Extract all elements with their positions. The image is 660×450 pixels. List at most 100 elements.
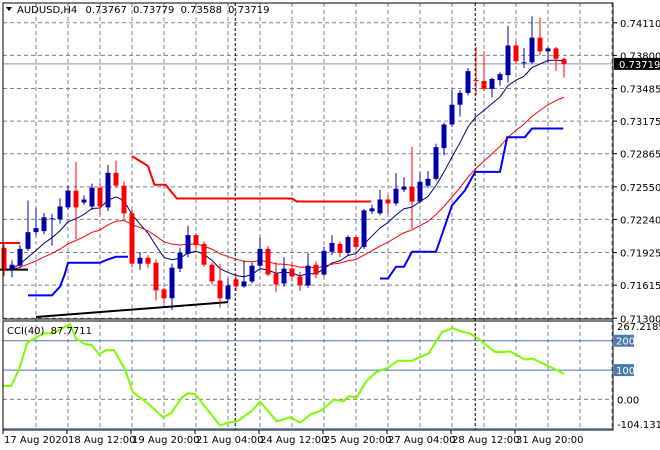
candle-body xyxy=(265,248,271,275)
cci-value: 87.7711 xyxy=(51,326,92,337)
open-value: 0.73767 xyxy=(85,5,126,16)
candle xyxy=(97,182,103,216)
candle xyxy=(41,213,47,235)
candle-body xyxy=(177,252,183,269)
candle-body xyxy=(209,264,215,282)
candle-body xyxy=(105,172,111,208)
candle-body xyxy=(385,199,391,204)
candle-body xyxy=(329,242,335,252)
candle xyxy=(513,41,519,64)
candle xyxy=(449,90,455,127)
time-label: 25 Aug 20:00 xyxy=(324,435,391,446)
close-value: 0.73719 xyxy=(228,5,269,16)
candle xyxy=(401,177,407,193)
candle-body xyxy=(73,190,79,208)
candle xyxy=(537,17,543,56)
candle xyxy=(225,278,231,302)
candle xyxy=(73,161,79,240)
candle-body xyxy=(425,178,431,186)
low-value: 0.73588 xyxy=(181,5,222,16)
time-label: 21 Aug 04:00 xyxy=(196,435,263,446)
candle xyxy=(193,233,199,249)
candle xyxy=(65,185,71,210)
candle-body xyxy=(41,217,47,232)
candle xyxy=(497,72,503,86)
price-label: 0.72240 xyxy=(620,215,660,226)
candle xyxy=(345,235,351,256)
cci-min-label: -104.1312 xyxy=(617,420,660,431)
candle xyxy=(137,252,143,270)
cci-level-box xyxy=(614,334,634,347)
candle xyxy=(561,57,567,78)
candle xyxy=(481,51,487,92)
candle-body xyxy=(489,79,495,89)
candle xyxy=(305,253,311,288)
candle xyxy=(377,189,383,216)
candle-body xyxy=(225,285,231,300)
candle xyxy=(385,195,391,215)
candle xyxy=(249,262,255,284)
candle xyxy=(209,262,215,285)
candle-body xyxy=(121,185,127,214)
candle xyxy=(329,235,335,256)
current-price-label: 0.73719 xyxy=(619,60,660,71)
candle-body xyxy=(417,181,423,202)
candle xyxy=(9,260,15,278)
candle xyxy=(257,237,263,268)
candle xyxy=(473,46,479,96)
candle xyxy=(265,245,271,277)
dropdown-triangle-icon[interactable] xyxy=(6,7,12,11)
candle xyxy=(1,244,7,277)
price-label: 0.73175 xyxy=(620,117,660,128)
candle-body xyxy=(433,147,439,179)
candle xyxy=(217,263,223,308)
time-label: 18 Aug 12:00 xyxy=(68,435,135,446)
candle xyxy=(505,25,511,83)
candle xyxy=(25,200,31,251)
candle xyxy=(201,241,207,267)
candle-body xyxy=(537,37,543,52)
candle xyxy=(177,247,183,272)
symbol-label: AUDUSD,H4 xyxy=(17,5,77,16)
candle xyxy=(553,46,559,72)
candle xyxy=(433,143,439,181)
candle xyxy=(105,164,111,212)
candle xyxy=(241,260,247,288)
candle xyxy=(337,241,343,258)
candle-body xyxy=(89,187,95,207)
price-label: 0.71925 xyxy=(620,249,660,260)
candle xyxy=(369,204,375,215)
candle xyxy=(457,90,463,117)
current-price-box xyxy=(614,57,660,70)
ma-fast-line xyxy=(3,59,565,278)
candle xyxy=(321,246,327,277)
channel-upper-line xyxy=(131,155,372,203)
price-label: 0.73800 xyxy=(620,51,660,62)
candle-body xyxy=(185,235,191,254)
candle-body xyxy=(273,273,279,285)
candle-body xyxy=(49,218,55,220)
candle xyxy=(281,257,287,287)
candle-body xyxy=(81,199,87,203)
candle-body xyxy=(369,208,375,212)
candle xyxy=(313,261,319,279)
candle-body xyxy=(561,58,567,64)
candle xyxy=(361,208,367,249)
candle xyxy=(545,46,551,63)
candle-body xyxy=(441,124,447,149)
candle-body xyxy=(57,206,63,220)
candle xyxy=(441,122,447,156)
cci-level-label: 100 xyxy=(616,366,635,377)
candle xyxy=(145,255,151,268)
cci-pane-border xyxy=(2,320,614,431)
candle-body xyxy=(377,199,383,214)
candles xyxy=(1,16,567,310)
candle-body xyxy=(25,232,31,249)
candle xyxy=(529,16,535,64)
candle-body xyxy=(201,243,207,265)
symbol-header: AUDUSD,H4 0.73767 0.73779 0.73588 0.7371… xyxy=(6,5,269,16)
candle-body xyxy=(513,45,519,62)
candle-body xyxy=(153,262,159,291)
candle-body xyxy=(345,237,351,253)
